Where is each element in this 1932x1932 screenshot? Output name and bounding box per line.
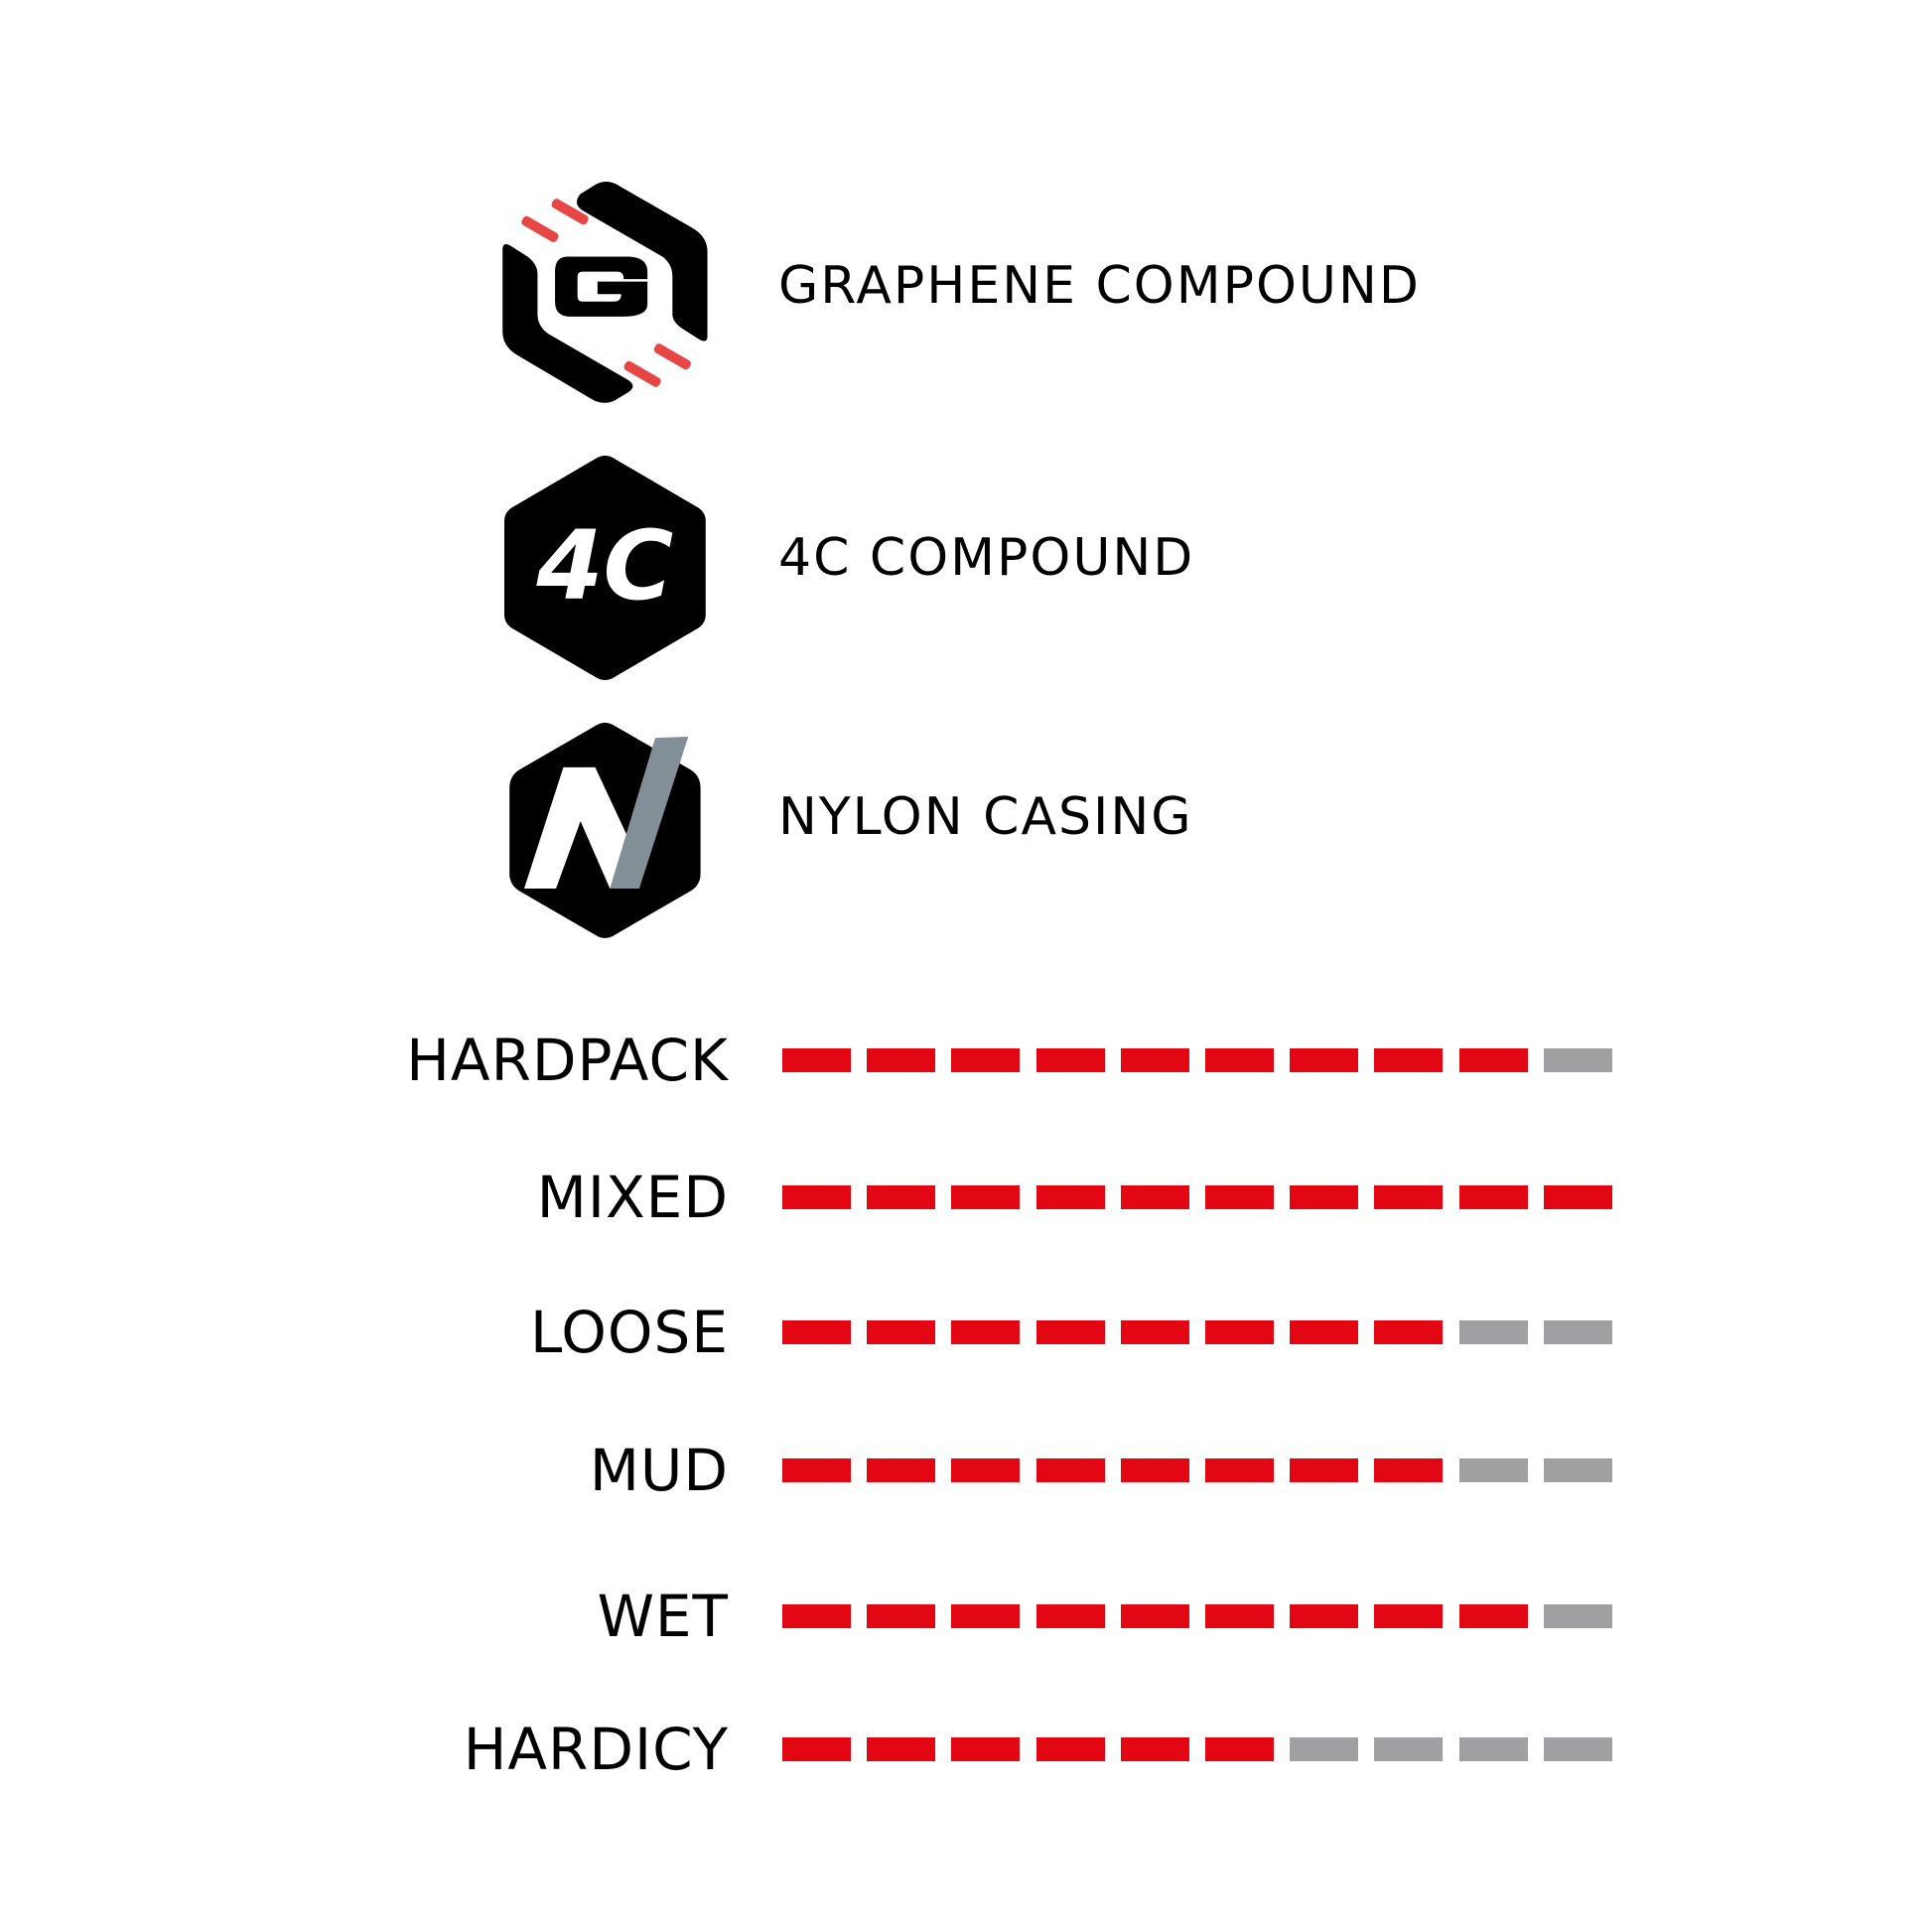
rating-segment-filled: [867, 1185, 936, 1209]
feature-label-4c: 4C COMPOUND: [778, 528, 1195, 588]
rating-segment-filled: [1205, 1320, 1274, 1344]
rating-segment-filled: [1120, 1458, 1189, 1482]
rating-segment-filled: [1290, 1320, 1359, 1344]
rating-segment-filled: [1120, 1737, 1189, 1761]
rating-segment-filled: [951, 1185, 1021, 1209]
rating-segment-filled: [1035, 1737, 1105, 1761]
rating-segment-filled: [1458, 1048, 1528, 1072]
4c-logo-text: 4C: [535, 509, 673, 621]
rating-segment-filled: [782, 1320, 851, 1344]
rating-segment-filled: [1205, 1604, 1274, 1628]
rating-label-hardpack: HARDPACK: [406, 1027, 729, 1094]
rating-segment-filled: [1035, 1320, 1105, 1344]
rating-segment-filled: [782, 1048, 851, 1072]
rating-segment-filled: [1120, 1320, 1189, 1344]
rating-segment-filled: [1290, 1048, 1359, 1072]
rating-segment-filled: [1458, 1604, 1528, 1628]
rating-segment-filled: [1120, 1185, 1189, 1209]
feature-label-graphene: GRAPHENE COMPOUND: [778, 256, 1421, 316]
rating-segment-filled: [867, 1048, 936, 1072]
rating-segment-filled: [1290, 1185, 1359, 1209]
feature-label-nylon: NYLON CASING: [778, 787, 1193, 847]
rating-segment-filled: [782, 1604, 851, 1628]
rating-segment-filled: [1458, 1185, 1528, 1209]
rating-segment-filled: [1205, 1737, 1274, 1761]
rating-segment-filled: [951, 1048, 1021, 1072]
rating-segment-filled: [1374, 1458, 1444, 1482]
rating-segment-filled: [1205, 1048, 1274, 1072]
rating-label-hardicy: HARDICY: [463, 1716, 729, 1783]
rating-segment-filled: [1374, 1185, 1444, 1209]
rating-label-wet: WET: [597, 1583, 729, 1650]
rating-label-mud: MUD: [589, 1437, 729, 1504]
rating-segment-filled: [1120, 1048, 1189, 1072]
rating-segment-filled: [951, 1604, 1021, 1628]
rating-segment-empty: [1543, 1604, 1612, 1628]
rating-segment-filled: [1543, 1185, 1612, 1209]
rating-segment-filled: [867, 1604, 936, 1628]
rating-segment-filled: [1035, 1185, 1105, 1209]
rating-segment-empty: [1543, 1737, 1612, 1761]
rating-segment-filled: [1035, 1048, 1105, 1072]
rating-segment-filled: [1374, 1604, 1444, 1628]
rating-segment-filled: [1205, 1458, 1274, 1482]
rating-segment-filled: [1374, 1320, 1444, 1344]
4c-logo-icon: 4C: [503, 455, 706, 681]
rating-segment-empty: [1374, 1737, 1444, 1761]
rating-segment-filled: [1374, 1048, 1444, 1072]
rating-segment-filled: [951, 1320, 1021, 1344]
nylon-logo-icon: [509, 722, 701, 938]
rating-segment-filled: [1120, 1604, 1189, 1628]
rating-label-loose: LOOSE: [529, 1299, 729, 1366]
graphene-logo-icon: [502, 182, 708, 403]
rating-segment-filled: [951, 1737, 1021, 1761]
rating-segment-filled: [782, 1185, 851, 1209]
rating-segment-empty: [1543, 1458, 1612, 1482]
rating-segment-empty: [1458, 1458, 1528, 1482]
rating-segment-empty: [1458, 1320, 1528, 1344]
rating-segment-empty: [1543, 1320, 1612, 1344]
rating-segment-empty: [1458, 1737, 1528, 1761]
rating-segment-filled: [1205, 1185, 1274, 1209]
rating-segment-empty: [1290, 1737, 1359, 1761]
rating-segment-filled: [782, 1458, 851, 1482]
rating-segment-filled: [867, 1737, 936, 1761]
rating-segment-filled: [1290, 1604, 1359, 1628]
rating-label-mixed: MIXED: [536, 1164, 729, 1231]
rating-segment-filled: [782, 1737, 851, 1761]
rating-segment-empty: [1543, 1048, 1612, 1072]
rating-segment-filled: [867, 1458, 936, 1482]
rating-segment-filled: [867, 1320, 936, 1344]
rating-segment-filled: [1035, 1458, 1105, 1482]
rating-segment-filled: [1035, 1604, 1105, 1628]
rating-segment-filled: [1290, 1458, 1359, 1482]
rating-segment-filled: [951, 1458, 1021, 1482]
